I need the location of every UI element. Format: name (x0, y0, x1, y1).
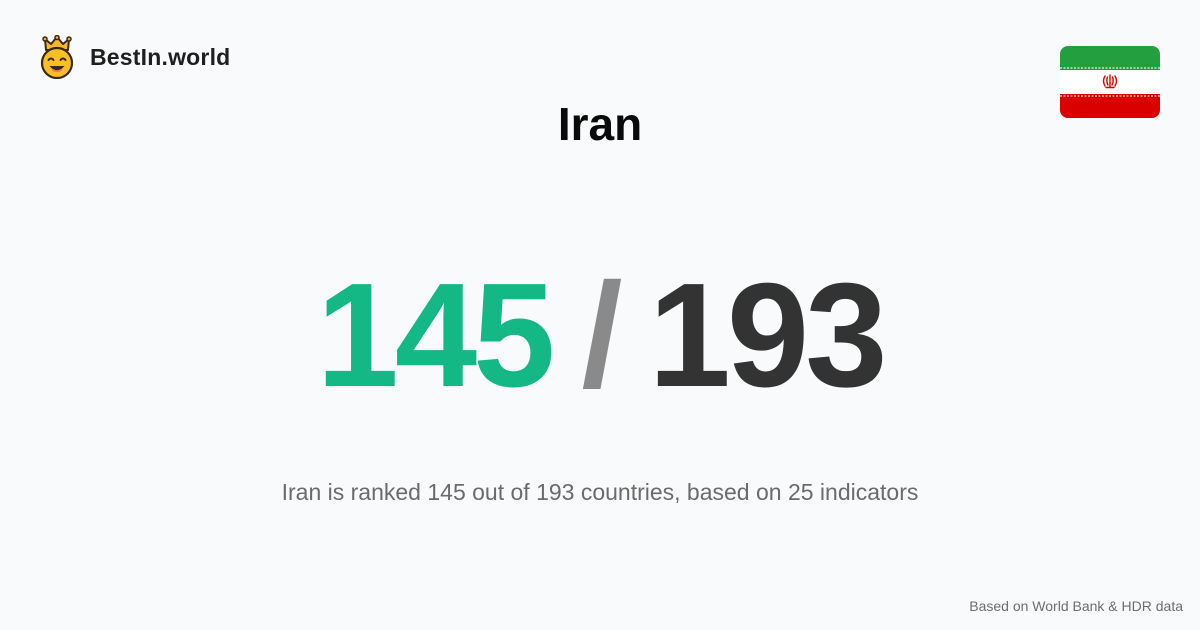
iran-flag-icon (1060, 46, 1160, 118)
rank-summary: Iran is ranked 145 out of 193 countries,… (281, 479, 919, 505)
rank-total: 193 (648, 253, 888, 418)
brand[interactable]: BestIn.world (38, 35, 230, 79)
brand-name: BestIn.world (90, 43, 231, 70)
crowned-smiley-icon (40, 35, 74, 79)
rank-value: 145 (316, 253, 556, 418)
rank-separator: / (581, 253, 622, 418)
page-title: Iran (557, 98, 643, 150)
rank-display: 145/193 (0, 256, 1200, 416)
data-source-note: Based on World Bank & HDR data (969, 598, 1183, 614)
